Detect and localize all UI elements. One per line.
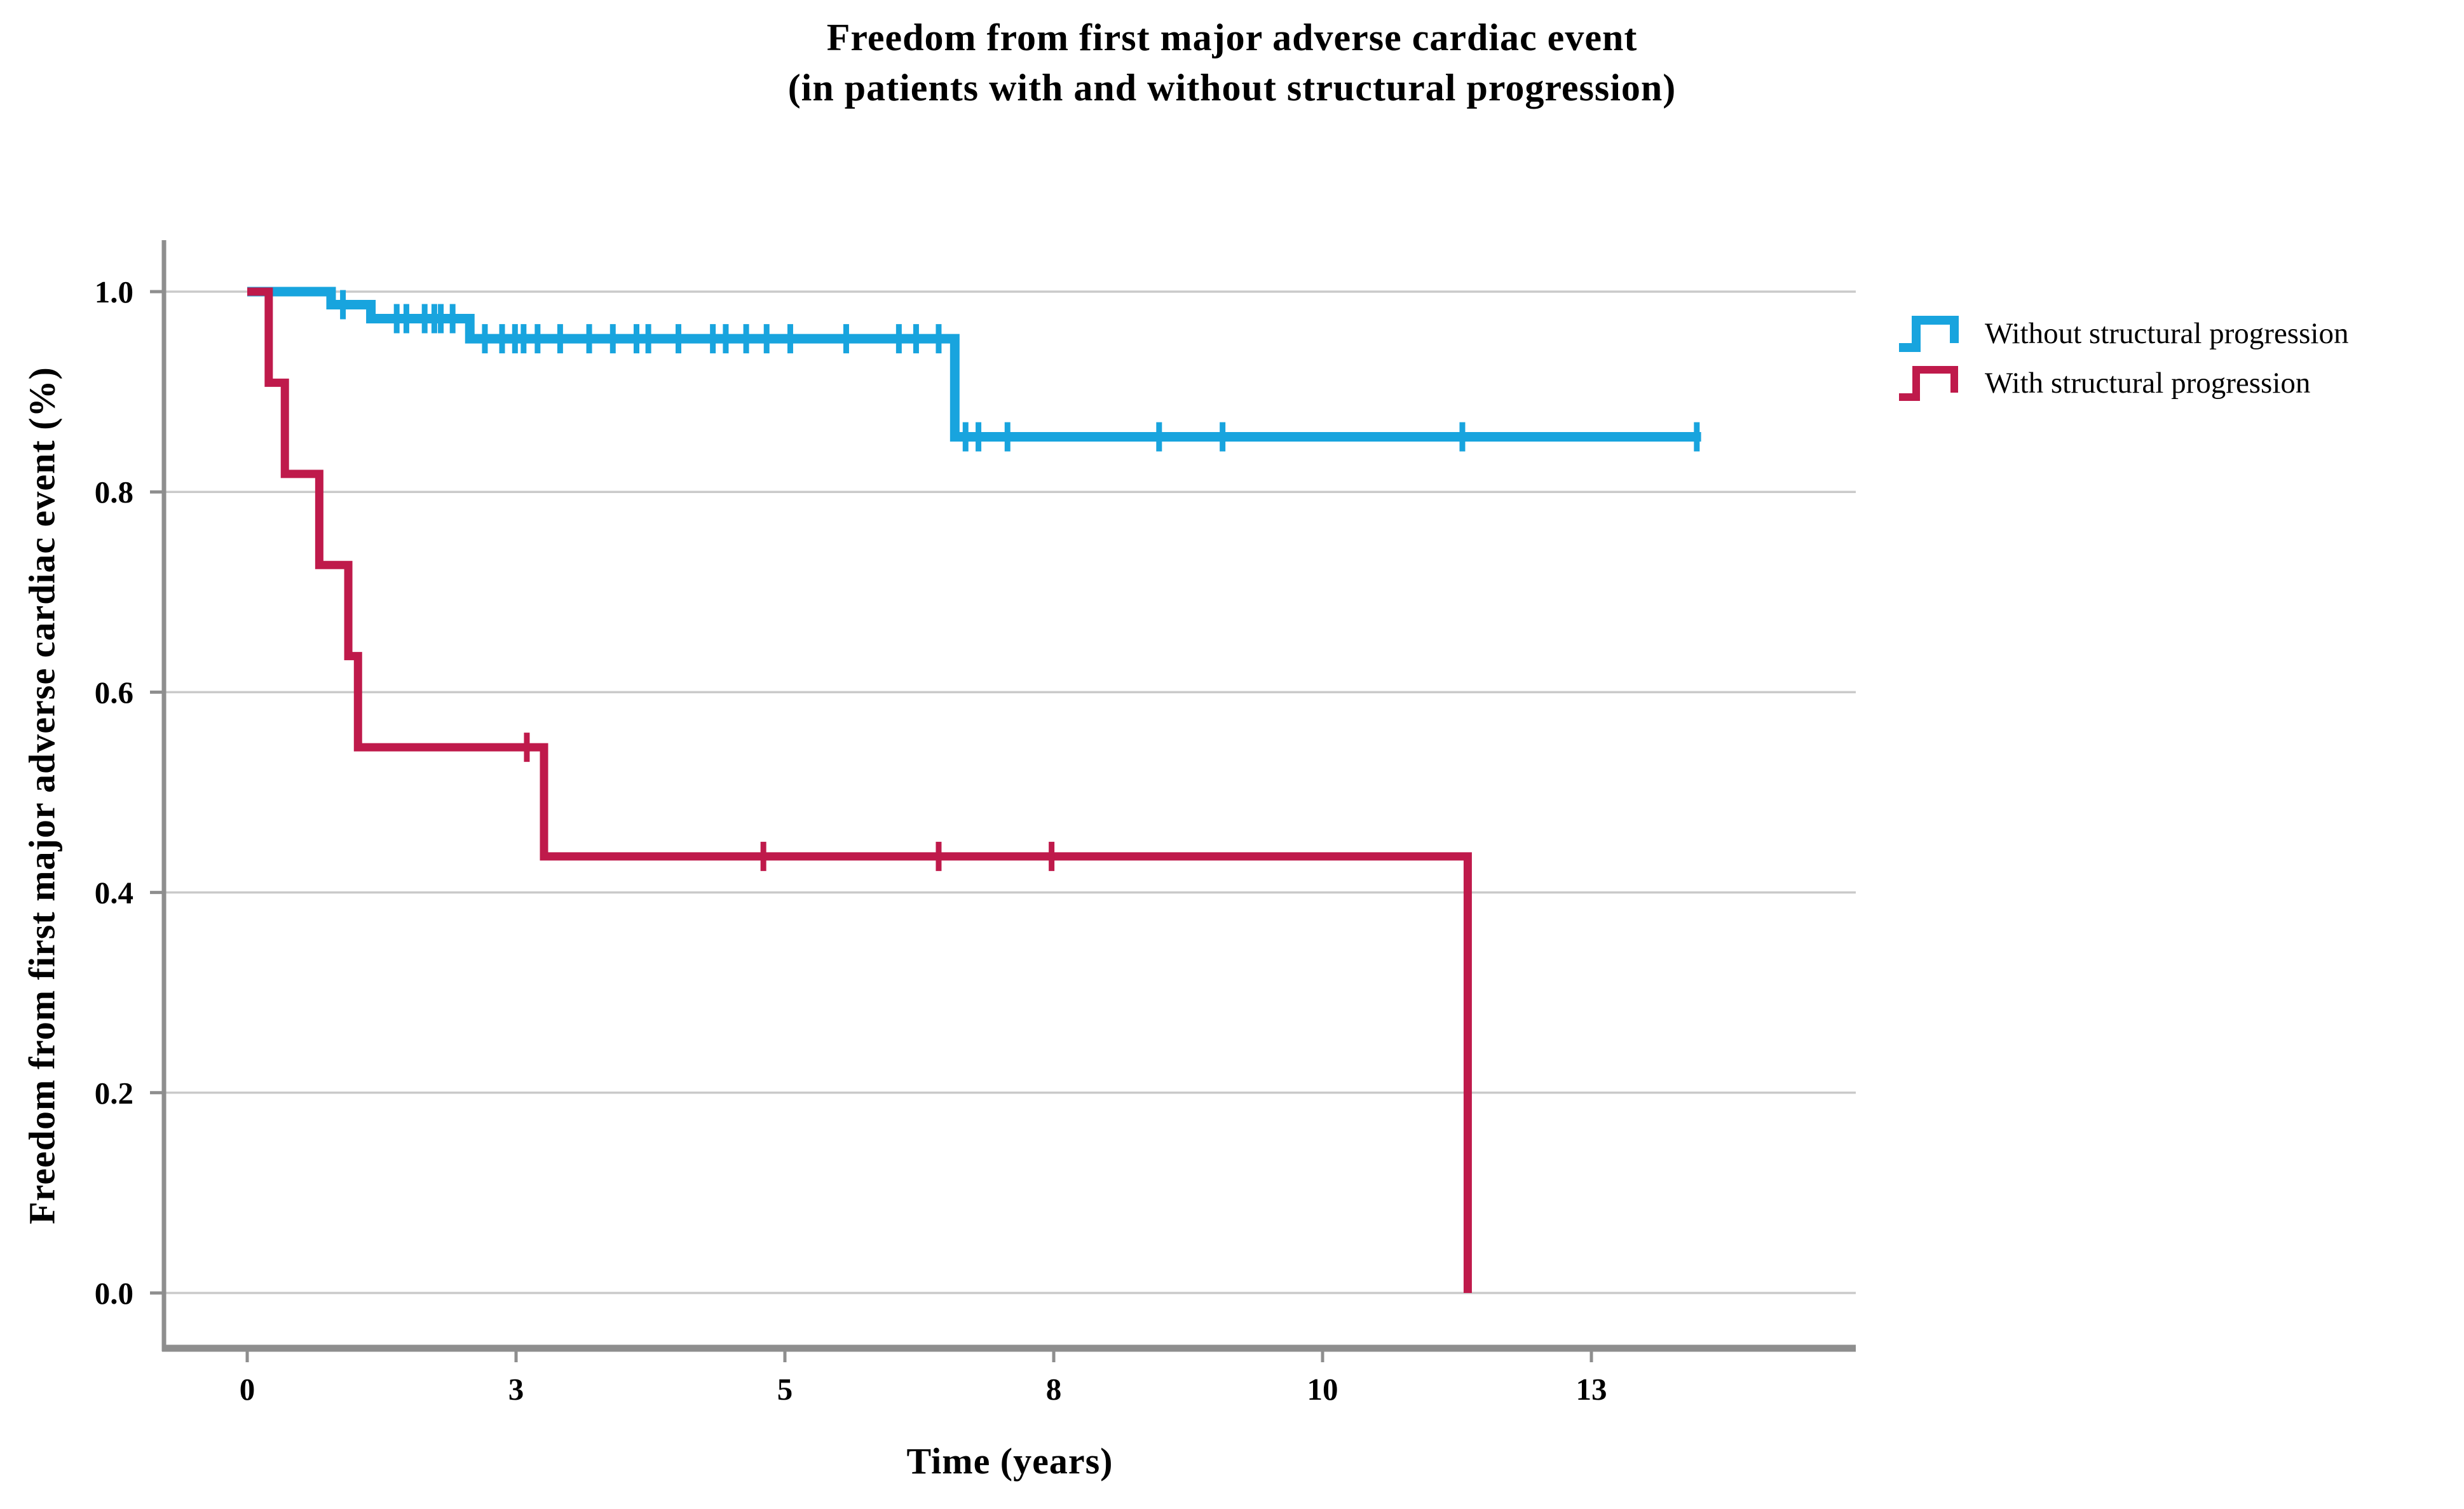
legend-label: With structural progression [1985,367,2311,400]
y-tick-label: 0.8 [95,475,133,510]
x-axis-label: Time (years) [906,1440,1113,1482]
axes [150,240,1856,1362]
y-tick-label: 1.0 [95,274,133,309]
y-tick-label: 0.2 [95,1076,133,1111]
legend: Without structural progression With stru… [1897,311,2348,405]
y-tick-label: 0.4 [95,876,133,910]
legend-step-glyph-blue [1899,316,1959,352]
x-tick-label: 5 [777,1372,793,1407]
legend-item-without-structural-progression: Without structural progression [1897,311,2348,356]
x-tick-label: 10 [1307,1372,1338,1407]
chart-title-block: Freedom from first major adverse cardiac… [0,13,2464,113]
gridlines [164,290,1856,1294]
x-tick-label: 13 [1576,1372,1607,1407]
x-tick-label: 3 [508,1372,524,1407]
y-tick-label: 0.0 [95,1276,133,1311]
legend-step-glyph-red [1899,366,1958,401]
legend-item-with-structural-progression: With structural progression [1897,361,2348,405]
x-tick-label: 8 [1046,1372,1062,1407]
tick-labels: 1.0 0.8 0.6 0.4 0.2 0.0 0 3 5 8 10 13 [95,274,1607,1407]
survival-curve-with-structural-progression [247,287,1472,1293]
survival-curve-without-structural-progression [247,287,1701,442]
chart-title: Freedom from first major adverse cardiac… [826,17,1638,58]
chart-subtitle: (in patients with and without structural… [787,67,1677,109]
y-tick-label: 0.6 [95,675,133,710]
legend-label: Without structural progression [1985,317,2349,350]
x-tick-label: 0 [240,1372,255,1407]
survival-curves [247,287,1701,1293]
